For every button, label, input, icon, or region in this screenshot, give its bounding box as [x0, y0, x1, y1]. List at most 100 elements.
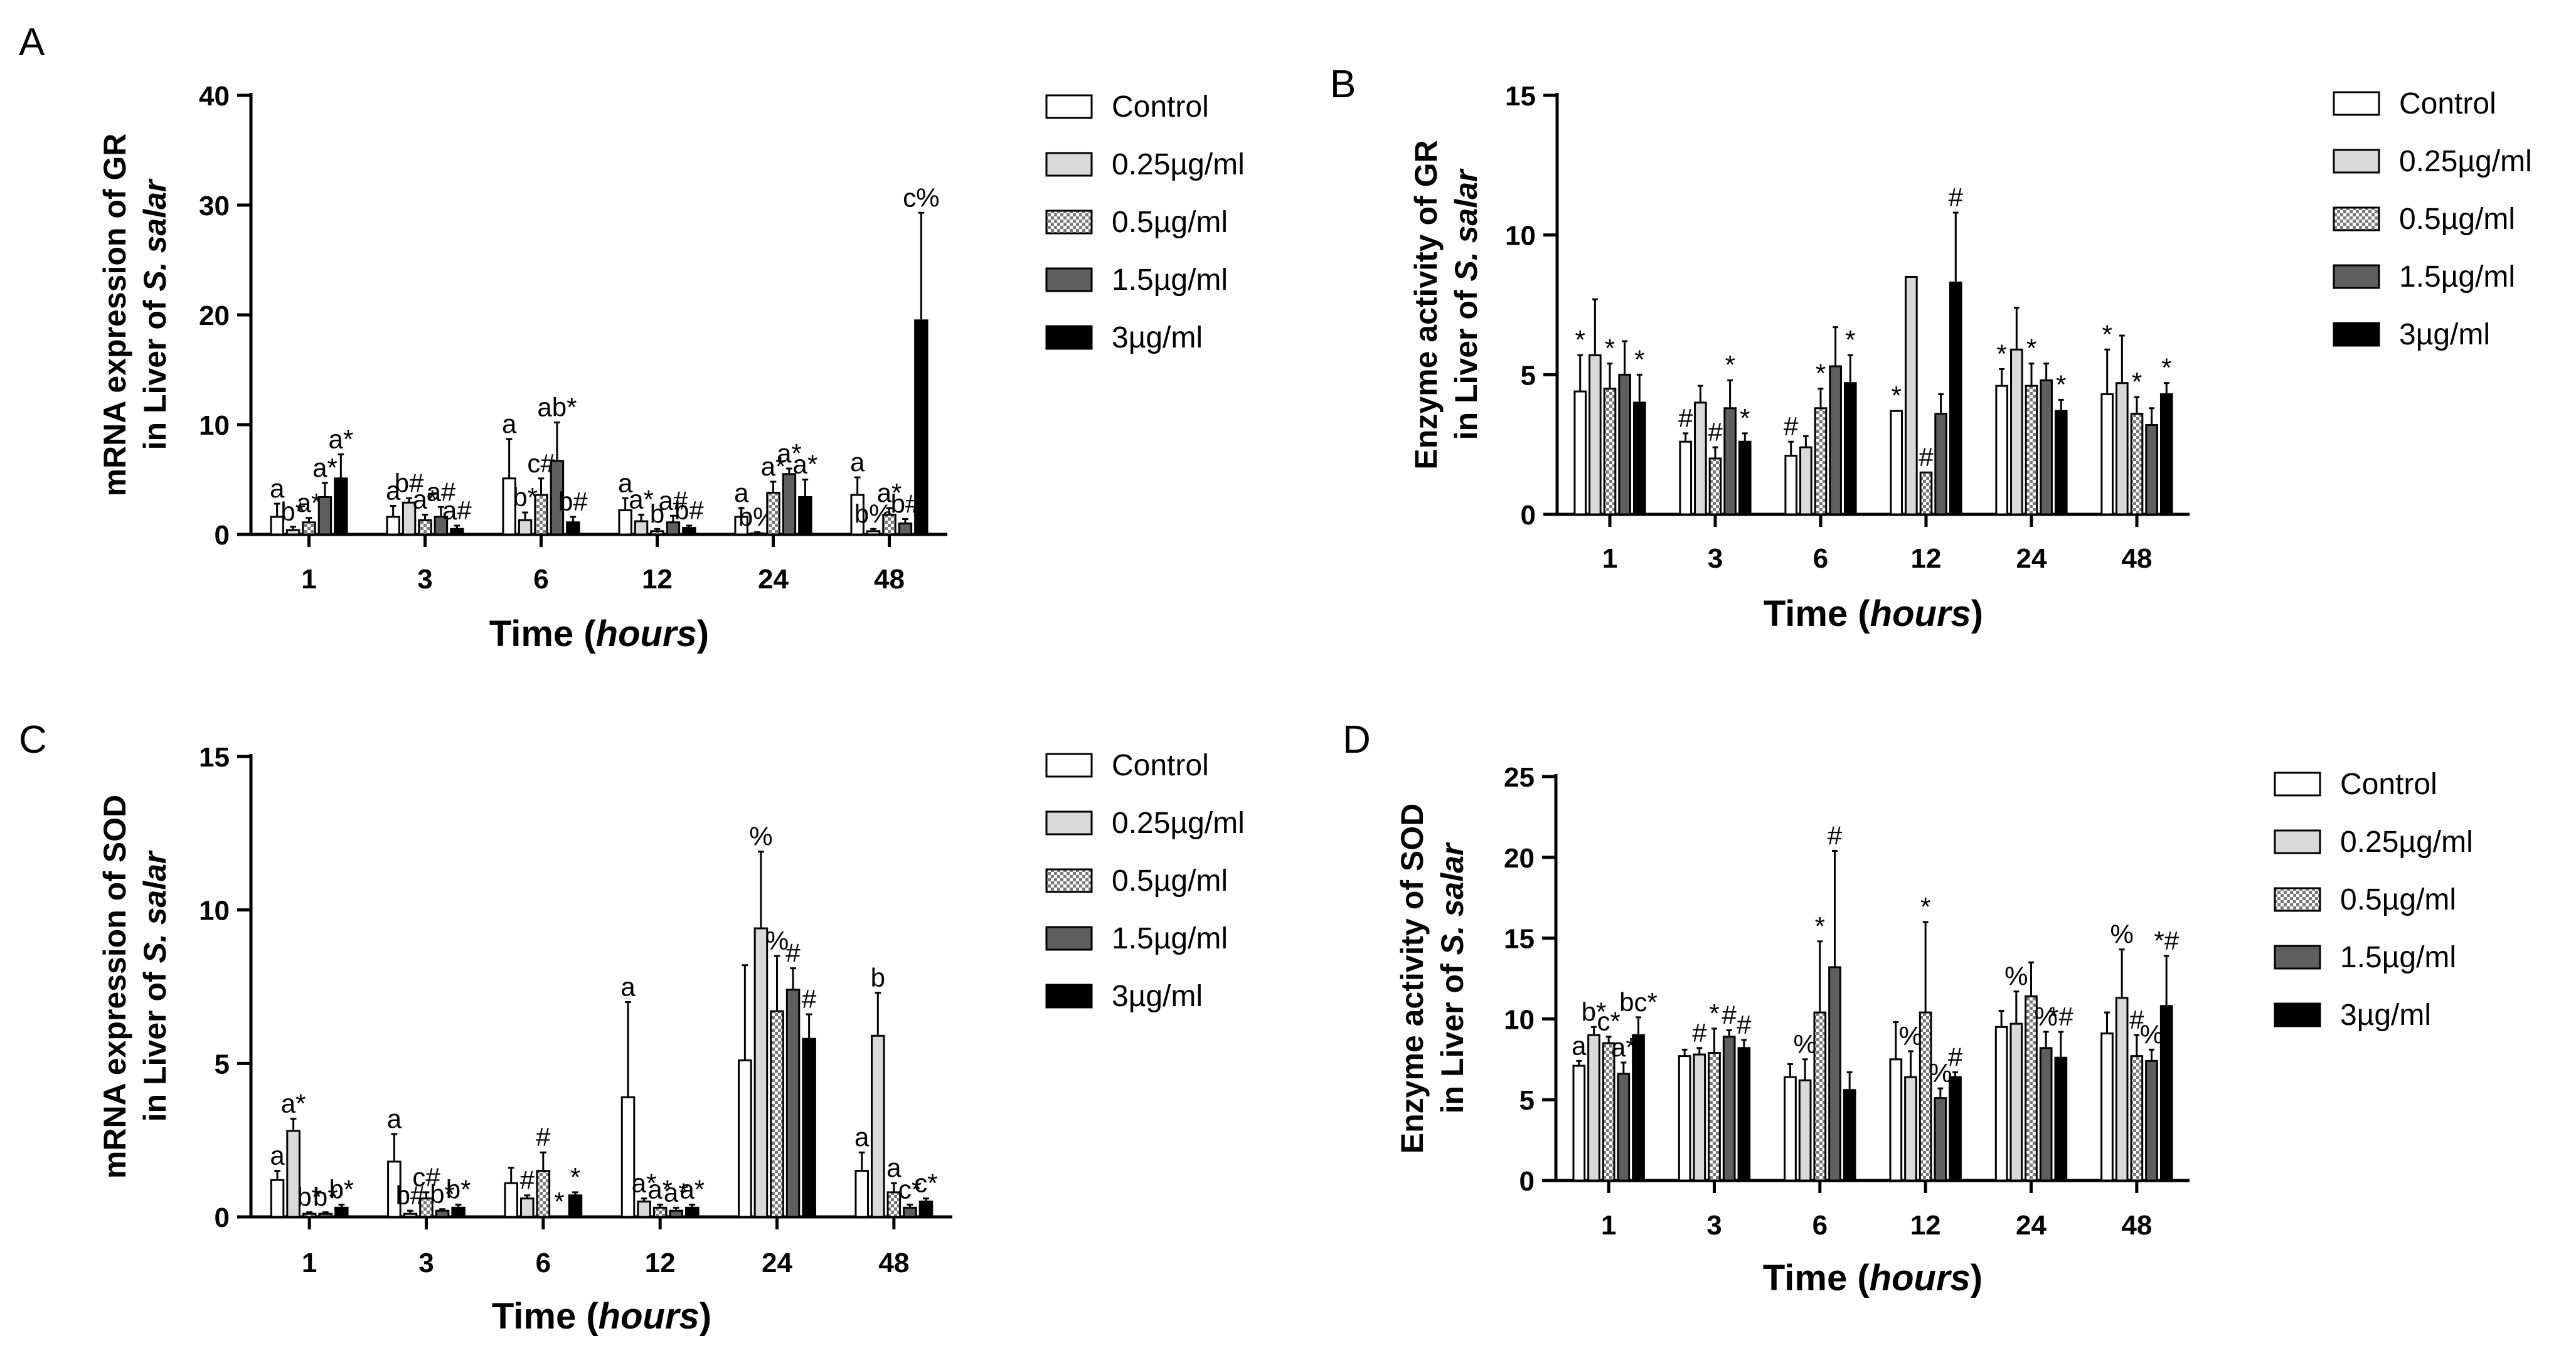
significance-label: *	[2102, 319, 2112, 349]
bar	[854, 1170, 869, 1218]
bar	[866, 530, 881, 536]
bar	[302, 521, 316, 536]
significance-label: b*	[297, 1182, 322, 1212]
significance-label: a*	[877, 478, 902, 507]
significance-label: #	[1919, 442, 1934, 472]
significance-label: *	[1920, 892, 1930, 921]
bar	[534, 494, 548, 536]
significance-label: a	[886, 1153, 902, 1182]
significance-label: *	[1845, 325, 1855, 354]
bar	[2159, 393, 2173, 516]
bar	[1814, 407, 1828, 516]
significance-label: *	[1575, 325, 1585, 354]
legend-swatch	[1045, 94, 1093, 119]
x-tick-label: 48	[874, 564, 905, 595]
y-axis-title: Enzyme activity of GR in Liver of S. sala…	[1408, 140, 1484, 469]
legend-swatch	[2333, 206, 2380, 231]
x-axis-title: Time (hours)	[489, 613, 709, 654]
bar	[1632, 401, 1646, 516]
significance-label: *	[1605, 334, 1615, 363]
y-tick-label: 20	[1504, 843, 1535, 874]
x-axis-title: Time (hours)	[1764, 593, 1983, 634]
y-tick-label: 40	[199, 81, 230, 112]
bar	[1798, 1079, 1812, 1182]
x-tick-label: 3	[1708, 543, 1723, 574]
y-axis-title: mRNA expression of GR in Liver of S. sala…	[97, 134, 173, 497]
significance-label: #	[1678, 403, 1693, 433]
legend-label: 3µg/ml	[2399, 318, 2490, 351]
x-tick-label: 6	[1812, 1210, 1828, 1241]
bar	[536, 1170, 551, 1218]
bar	[1904, 1076, 1917, 1182]
bar	[1573, 390, 1587, 516]
significance-label: *	[2026, 334, 2036, 363]
x-axis-title-suffix: )	[1971, 593, 1983, 634]
y-axis-title-species: S. salar	[1435, 842, 1470, 955]
legend-swatch	[1045, 810, 1093, 836]
significance-label: a*	[632, 1169, 657, 1198]
y-tick-label: 5	[215, 1049, 230, 1080]
x-tick-label: 48	[2121, 1210, 2152, 1241]
bar	[1617, 1073, 1631, 1182]
y-axis-title-line1: mRNA expression of GR	[97, 134, 132, 497]
significance-label: a*	[664, 1177, 689, 1207]
significance-label: a*	[761, 452, 786, 481]
legend-swatch	[1045, 868, 1093, 893]
legend-label: 1.5µg/ml	[2340, 941, 2456, 974]
bar	[685, 1206, 700, 1218]
significance-label: *	[2161, 353, 2171, 383]
legend-label: 0.5µg/ml	[2340, 883, 2456, 916]
bar	[903, 1206, 917, 1218]
significance-label: a#	[659, 485, 688, 515]
legend-swatch	[2274, 887, 2321, 912]
legend-swatch	[1045, 267, 1093, 292]
significance-label: %	[765, 926, 789, 955]
y-tick-label: 0	[1521, 500, 1536, 531]
significance-label: a	[620, 972, 636, 1001]
y-tick-label: 0	[215, 1202, 230, 1233]
legend-swatch	[1045, 210, 1093, 235]
x-tick-label: 1	[1601, 1210, 1616, 1241]
significance-label: *	[1815, 911, 1825, 941]
bar	[1919, 1011, 1932, 1182]
bar	[1843, 1089, 1856, 1182]
panel-label: B	[1330, 63, 1356, 106]
bar	[1890, 410, 1903, 516]
significance-label: #	[1784, 411, 1799, 441]
significance-label: a*	[629, 485, 654, 514]
significance-label: b	[650, 499, 664, 528]
legend-swatch	[1045, 926, 1093, 951]
bar	[1919, 471, 1933, 516]
significance-label: *	[554, 1187, 564, 1216]
x-tick-label: 48	[2122, 543, 2153, 574]
bar	[1618, 373, 1631, 516]
x-axis-title-unit: hours	[1870, 593, 1971, 634]
bar	[451, 1206, 466, 1218]
y-axis-title: Enzyme activity of SOD in Liver of S. sal…	[1395, 804, 1470, 1154]
significance-label: b*	[313, 1182, 338, 1212]
significance-label: b*	[430, 1179, 455, 1209]
bar	[519, 1197, 535, 1218]
significance-label: ab*	[537, 393, 577, 422]
y-tick-label: 10	[199, 410, 230, 441]
x-tick-label: 48	[878, 1248, 909, 1278]
bar	[334, 477, 348, 536]
significance-label: bc*	[1619, 987, 1658, 1017]
significance-label: #	[1722, 1000, 1737, 1029]
legend-swatch	[2333, 264, 2380, 289]
bar	[1679, 440, 1693, 516]
bar	[270, 1179, 285, 1218]
y-tick-label: 5	[1521, 360, 1536, 391]
x-axis-title-unit: hours	[599, 1296, 700, 1337]
bar	[403, 1212, 418, 1218]
legend-swatch	[2274, 1002, 2321, 1027]
significance-label: #	[1708, 417, 1723, 447]
y-axis-title-line1: Enzyme activity of GR	[1408, 140, 1444, 469]
significance-label: b*	[446, 1174, 471, 1204]
significance-label: %	[1793, 1029, 1816, 1059]
bar	[2040, 379, 2053, 516]
significance-label: *#	[2154, 926, 2179, 955]
bar	[2159, 1005, 2173, 1182]
legend-label: 0.25µg/ml	[1112, 807, 1245, 840]
legend-swatch	[1045, 152, 1093, 177]
